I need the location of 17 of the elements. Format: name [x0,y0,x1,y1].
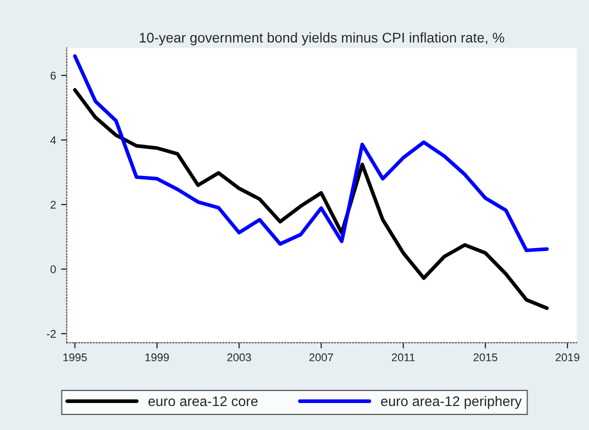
x-tick-label: 2007 [309,353,333,362]
line-series [73,88,549,310]
y-tick-label: 4 [50,136,56,144]
y-tick-label: 6 [50,72,56,80]
y-tick-label: 2 [50,200,56,209]
x-tick-label: 1999 [145,353,169,362]
y-tick-label: -2 [46,330,56,338]
y-tick-label: 0 [50,265,56,274]
x-tick-label: 1995 [63,353,87,362]
legend-label: euro area-12 periphery [381,396,522,409]
legend-label: euro area-12 core [148,396,258,406]
line-series [73,54,549,252]
chart-title: 10-year government bond yields minus CPI inflation rate, % [140,32,504,46]
x-tick-label: 2011 [392,353,415,362]
x-tick-label: 2019 [556,353,580,362]
x-tick-label: 2015 [474,353,498,362]
x-tick-label: 2003 [227,353,251,362]
